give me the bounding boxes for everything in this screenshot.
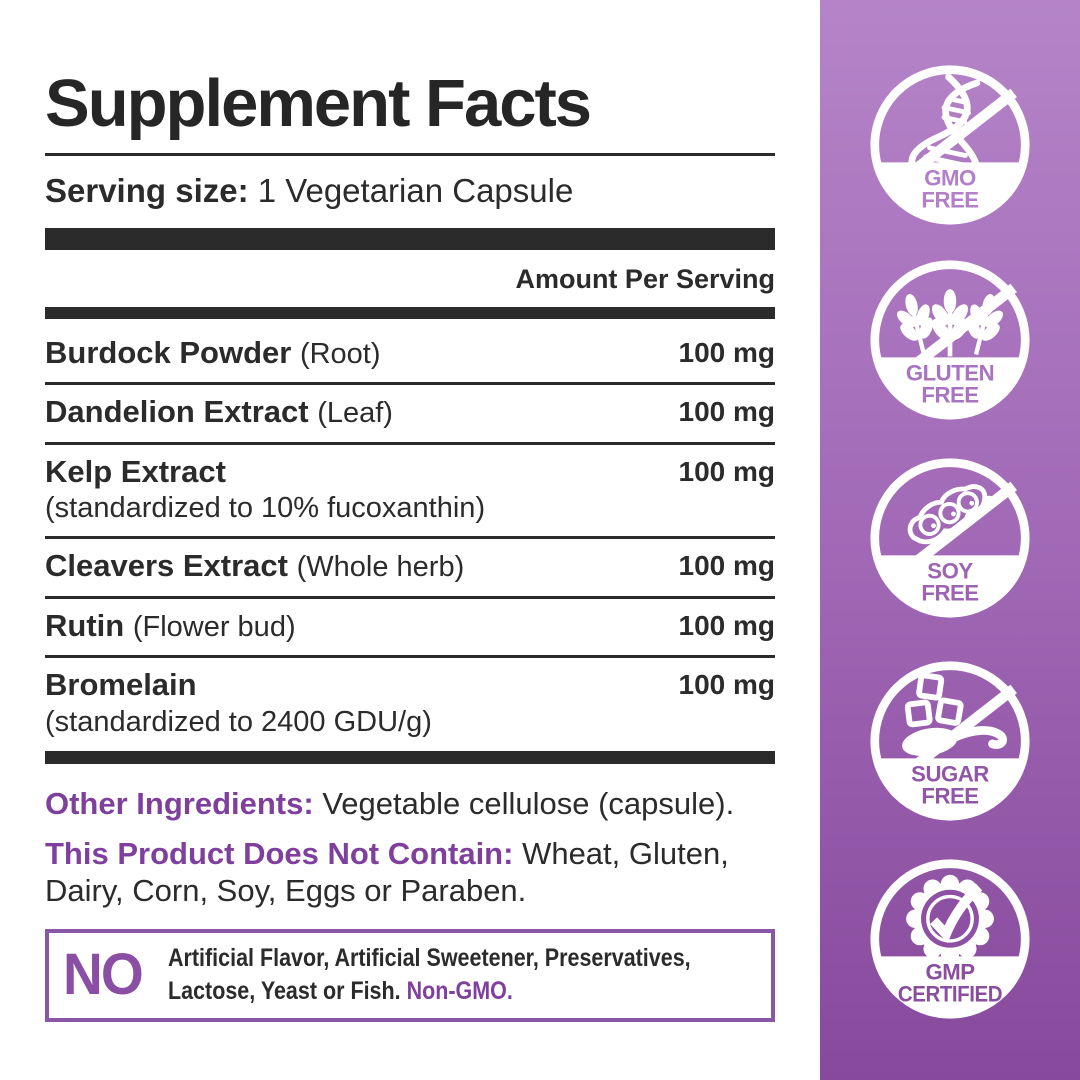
sugar-cubes-and-spoon xyxy=(902,672,1007,757)
other-ingredients-label: Other Ingredients: xyxy=(45,785,314,821)
divider-bottom xyxy=(45,750,775,764)
ingredient-row: Rutin (Flower bud) 100 mg xyxy=(45,599,776,659)
ingredient-amount: 100 mg xyxy=(678,337,776,368)
badge-gmo-free: GMO FREE xyxy=(868,63,1032,227)
serving-size-value: 1 Vegetarian Capsule xyxy=(257,172,574,209)
badge-label-line1: GMP xyxy=(925,960,975,985)
badge-strip: GMO FREE xyxy=(820,0,1080,1080)
non-gmo-text: Non-GMO. xyxy=(406,976,513,1005)
ingredient-row: Burdock Powder (Root) 100 mg xyxy=(45,319,776,386)
no-claims-line1: Artificial Flavor, Artificial Sweetener,… xyxy=(168,944,691,973)
ingredient-subtext: (standardized to 10% fucoxanthin) xyxy=(45,492,486,525)
other-ingredients-value: Vegetable cellulose (capsule). xyxy=(322,785,735,821)
ingredient-detail: (Whole herb) xyxy=(296,551,465,584)
badge-soy-free: SOY FREE xyxy=(868,456,1032,620)
serving-size-label: Serving size: xyxy=(45,172,249,209)
sugar-spoon-icon: SUGAR FREE xyxy=(870,661,1030,821)
ingredient-name: Dandelion Extract xyxy=(45,394,309,430)
badge-label-line2: FREE xyxy=(921,784,978,809)
badge-label-line1: SOY xyxy=(927,559,973,584)
badge-label-line2: FREE xyxy=(921,188,978,213)
certification-seal xyxy=(906,874,994,963)
soybean-icon: SOY FREE xyxy=(870,458,1030,618)
other-ingredients: Other Ingredients: Vegetable cellulose (… xyxy=(45,786,775,823)
badge-label-line2: CERTIFIED xyxy=(898,982,1003,1007)
ingredient-name: Cleavers Extract xyxy=(45,548,288,584)
ingredient-detail: (Leaf) xyxy=(317,397,393,430)
ingredient-subtext: (standardized to 2400 GDU/g) xyxy=(45,705,432,738)
badge-label-line1: GLUTEN xyxy=(906,361,994,386)
ingredient-row: Kelp Extract (standardized to 10% fucoxa… xyxy=(45,445,775,540)
ingredient-amount: 100 mg xyxy=(678,550,776,582)
divider xyxy=(45,153,775,156)
amount-per-serving-header: Amount Per Serving xyxy=(515,264,775,294)
ingredient-name: Rutin xyxy=(45,607,125,643)
does-not-contain-label: This Product Does Not Contain: xyxy=(45,836,514,872)
badge-label-line2: FREE xyxy=(921,383,978,408)
supplement-facts-panel: Supplement Facts Serving size: 1 Vegetar… xyxy=(45,0,776,1023)
ingredient-amount: 100 mg xyxy=(678,669,776,701)
no-claims-line2: Lactose, Yeast or Fish. Non-GMO. xyxy=(168,976,513,1005)
badge-sugar-free: SUGAR FREE xyxy=(868,659,1032,823)
wheat-icon: GLUTEN FREE xyxy=(870,260,1030,420)
badge-label-line1: GMO xyxy=(924,166,976,191)
ingredient-name: Burdock Powder xyxy=(45,335,292,370)
no-label: NO xyxy=(63,941,144,1007)
ingredient-row: Dandelion Extract (Leaf) 100 mg xyxy=(45,385,776,445)
ingredient-detail: (Flower bud) xyxy=(132,610,296,643)
badge-label-line1: SUGAR xyxy=(911,762,989,787)
ingredient-name: Kelp Extract xyxy=(45,453,226,489)
divider-thick xyxy=(45,228,775,250)
ingredient-amount: 100 mg xyxy=(678,396,776,428)
divider-medium xyxy=(45,307,775,319)
ingredient-amount: 100 mg xyxy=(678,609,776,641)
seal-check-icon: GMP CERTIFIED xyxy=(870,859,1030,1019)
ingredient-name: Bromelain xyxy=(45,667,197,703)
does-not-contain: This Product Does Not Contain: Wheat, Gl… xyxy=(45,836,775,909)
page-title: Supplement Facts xyxy=(45,66,592,141)
badge-label-line2: FREE xyxy=(921,581,978,606)
dna-icon: GMO FREE xyxy=(870,65,1030,225)
badge-gluten-free: GLUTEN FREE xyxy=(868,258,1032,422)
ingredient-row: Cleavers Extract (Whole herb) 100 mg xyxy=(45,539,776,599)
ingredient-detail: (Root) xyxy=(299,338,381,370)
no-claims-box: NO Artificial Flavor, Artificial Sweeten… xyxy=(45,929,775,1023)
ingredient-row: Bromelain (standardized to 2400 GDU/g) 1… xyxy=(45,658,775,751)
does-not-contain-value: Wheat, Gluten, Dairy, Corn, Soy, Eggs or… xyxy=(45,836,729,908)
badge-gmp-certified: GMP CERTIFIED xyxy=(868,857,1032,1021)
ingredient-amount: 100 mg xyxy=(678,455,776,487)
serving-size-line: Serving size: 1 Vegetarian Capsule xyxy=(45,172,775,210)
soy-pod xyxy=(907,484,1000,545)
